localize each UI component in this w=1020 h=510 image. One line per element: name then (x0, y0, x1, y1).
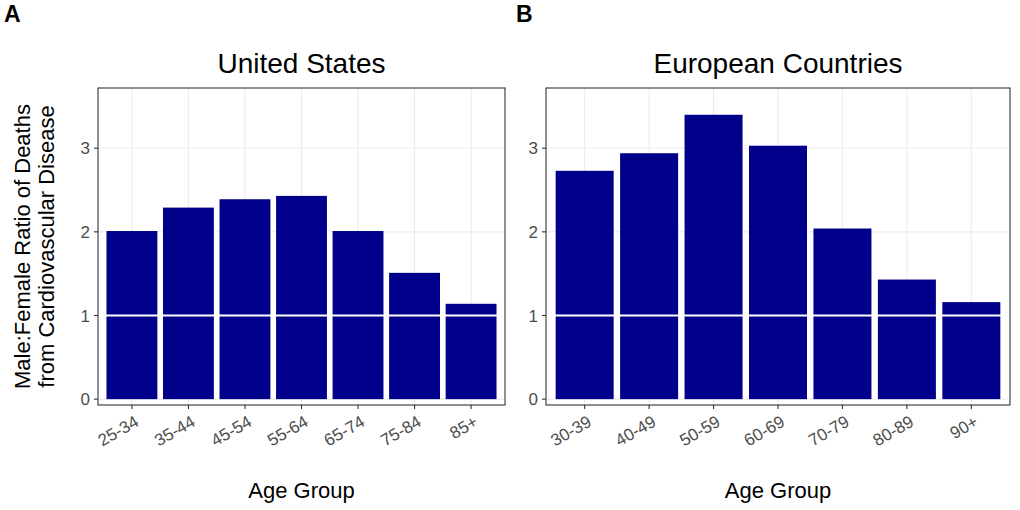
y-tick-label: 0 (529, 390, 538, 409)
y-tick-label: 0 (81, 390, 90, 409)
y-tick-label: 2 (81, 223, 90, 242)
x-tick (842, 405, 843, 409)
chart-title: United States (217, 48, 385, 79)
x-tick (301, 405, 302, 409)
y-tick-label: 1 (81, 307, 90, 326)
marks (546, 115, 1010, 399)
y-tick-label: 3 (81, 139, 90, 158)
x-axis-label: Age Group (725, 478, 831, 503)
panel-label: A (4, 1, 21, 27)
x-tick (584, 405, 585, 409)
grid-line-y (546, 315, 1010, 316)
y-tick-label: 1 (529, 307, 538, 326)
plot-background (546, 88, 1010, 405)
bar (749, 146, 807, 399)
x-tick-label: 60-69 (741, 412, 788, 450)
x-tick (188, 405, 189, 409)
x-tick-label: 70-79 (805, 412, 852, 450)
x-tick (414, 405, 415, 409)
x-tick-label: 65-74 (321, 412, 368, 450)
x-tick-label: 25-34 (95, 412, 142, 450)
x-tick (131, 405, 132, 409)
y-axis-label: from Cardiovascular Disease (34, 105, 59, 387)
bar (446, 304, 497, 399)
x-tick-label: 55-64 (264, 412, 311, 450)
x-tick-label: 80-89 (870, 412, 917, 450)
chart-title: European Countries (653, 48, 902, 79)
y-tick (94, 148, 98, 149)
y-tick-label: 2 (529, 223, 538, 242)
y-tick (542, 148, 546, 149)
bar (878, 280, 936, 400)
bar (556, 171, 614, 399)
y-tick (94, 399, 98, 400)
y-tick (94, 231, 98, 232)
chart-svg: 0 1 2 3 25-3435-44 45-5455-64 65-7475-84 85+ Uni… (0, 0, 1020, 510)
reference-line (98, 315, 505, 317)
x-tick (971, 405, 972, 409)
x-tick-label: 90+ (947, 412, 982, 443)
plot-frame (546, 88, 1010, 405)
x-tick (713, 405, 714, 409)
figure: 0 1 2 3 25-3435-44 45-5455-64 65-7475-84 85+ Uni… (0, 0, 1020, 510)
y-axis-label: Male:Female Ratio of Deaths (10, 104, 35, 389)
bar (942, 302, 1000, 399)
y-tick (94, 315, 98, 316)
y-tick (542, 315, 546, 316)
x-tick (244, 405, 245, 409)
x-tick-label: 75-84 (377, 412, 424, 450)
x-tick (649, 405, 650, 409)
x-tick-label: 35-44 (151, 412, 198, 450)
panel: 0 1 2 3 25-3435-44 45-5455-64 65-7475-84 85+ Uni… (4, 1, 505, 503)
x-axis-label: Age Group (248, 478, 354, 503)
x-tick (357, 405, 358, 409)
bar (163, 208, 214, 400)
y-tick (542, 231, 546, 232)
x-tick-label: 30-39 (548, 412, 595, 450)
plot-frame (98, 88, 505, 405)
plot-background (98, 88, 505, 405)
x-tick (471, 405, 472, 409)
y-tick-label: 3 (529, 139, 538, 158)
bar (220, 199, 271, 399)
bar (276, 196, 327, 399)
marks (98, 196, 505, 399)
x-tick (777, 405, 778, 409)
bar (813, 229, 871, 400)
bar (685, 115, 743, 399)
y-tick (542, 399, 546, 400)
x-tick-label: 85+ (447, 412, 482, 443)
x-tick-label: 45-54 (208, 412, 255, 450)
bar (620, 153, 678, 399)
panel-label: B (516, 1, 533, 27)
bar (389, 273, 440, 399)
reference-line (546, 315, 1010, 317)
panel: 0 1 2 3 30-39 40-49 50-59 60-69 70-79 80-89 90+ Eur… (516, 1, 1010, 503)
x-tick-label: 40-49 (612, 412, 659, 450)
x-tick (906, 405, 907, 409)
x-tick-label: 50-59 (676, 412, 723, 450)
grid-line-y (98, 315, 505, 316)
